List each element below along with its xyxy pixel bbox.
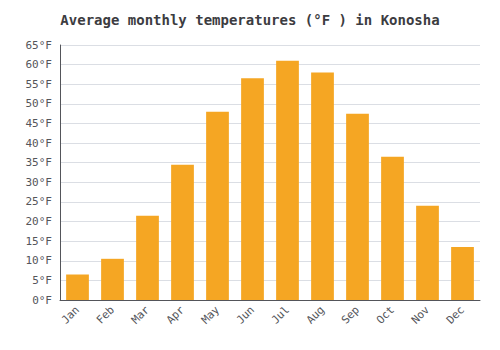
svg-text:20°F: 20°F [26,215,53,228]
svg-text:Jul: Jul [269,303,292,326]
svg-text:Mar: Mar [129,303,152,326]
svg-text:30°F: 30°F [26,176,53,189]
svg-text:50°F: 50°F [26,97,53,110]
svg-text:10°F: 10°F [26,254,53,267]
svg-text:Nov: Nov [409,303,432,326]
svg-text:May: May [199,303,222,326]
svg-text:Apr: Apr [164,303,187,326]
svg-text:Jan: Jan [59,303,82,326]
svg-text:Feb: Feb [94,303,117,326]
svg-text:60°F: 60°F [26,58,53,71]
svg-text:Jun: Jun [234,303,257,326]
svg-text:40°F: 40°F [26,137,53,150]
svg-text:0°F: 0°F [32,294,52,307]
svg-text:Sep: Sep [339,303,362,326]
svg-text:Aug: Aug [304,303,327,326]
svg-text:Average monthly temperatures (: Average monthly temperatures (°F ) in Ko… [60,12,439,28]
svg-text:65°F: 65°F [26,39,53,52]
svg-text:Dec: Dec [444,303,467,326]
svg-text:35°F: 35°F [26,156,53,169]
svg-text:55°F: 55°F [26,78,53,91]
svg-text:5°F: 5°F [32,274,52,287]
svg-text:25°F: 25°F [26,195,53,208]
svg-text:45°F: 45°F [26,117,53,130]
svg-text:Oct: Oct [374,303,397,326]
svg-text:15°F: 15°F [26,235,53,248]
